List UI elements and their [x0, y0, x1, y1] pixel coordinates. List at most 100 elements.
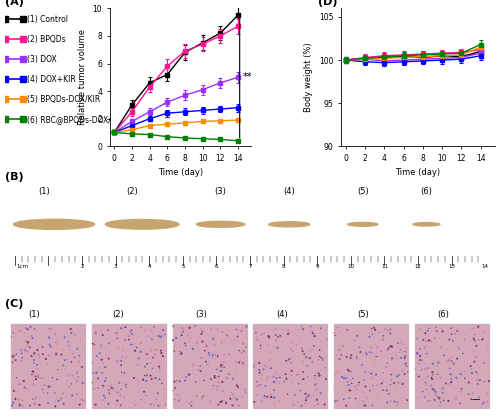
Point [301, 379, 309, 386]
Point [70, 354, 78, 361]
Point [222, 361, 230, 367]
Point [142, 350, 150, 357]
Point [204, 364, 212, 371]
Point [137, 385, 145, 392]
Point [400, 355, 408, 362]
Point [303, 362, 311, 369]
Point [394, 399, 402, 405]
Point [428, 374, 436, 381]
Point [339, 343, 347, 349]
Point [292, 392, 300, 399]
Point [173, 377, 181, 384]
Point [16, 339, 24, 346]
Point [170, 366, 178, 373]
Point [204, 347, 212, 354]
Point [418, 350, 426, 357]
Point [258, 376, 266, 382]
Point [281, 399, 289, 406]
Point [369, 357, 377, 364]
Point [441, 339, 449, 345]
Point [125, 333, 133, 340]
Point [305, 348, 313, 354]
Point [96, 332, 104, 339]
Point [169, 337, 177, 344]
Point [257, 385, 265, 392]
Point [344, 367, 352, 374]
Point [482, 386, 490, 393]
Point [317, 339, 325, 345]
Point [120, 394, 128, 401]
Point [411, 366, 419, 372]
Point [177, 351, 185, 357]
Point [392, 350, 400, 357]
Point [121, 383, 129, 390]
Point [142, 377, 150, 384]
Point [448, 401, 456, 407]
Point [311, 372, 319, 379]
Point [371, 327, 379, 333]
Point [11, 395, 19, 402]
Point [304, 354, 312, 361]
Point [196, 368, 204, 374]
Point [351, 396, 359, 402]
Point [18, 347, 25, 354]
Point [67, 329, 75, 336]
Point [422, 338, 430, 345]
Point [470, 325, 478, 332]
Point [44, 326, 52, 333]
Point [157, 333, 165, 340]
Point [135, 355, 143, 362]
Point [316, 325, 324, 332]
Point [384, 390, 392, 397]
Point [74, 370, 82, 377]
Point [48, 374, 56, 381]
Point [355, 344, 363, 351]
Point [431, 328, 439, 334]
Point [212, 366, 220, 373]
Point [256, 359, 264, 366]
Point [46, 343, 54, 350]
Point [284, 391, 292, 397]
Point [98, 369, 106, 376]
Point [174, 397, 182, 404]
Point [264, 342, 272, 349]
Point [20, 330, 28, 337]
Point [184, 371, 192, 378]
Point [342, 375, 350, 382]
Point [99, 359, 107, 366]
Point [382, 326, 390, 333]
Text: (5): (5) [357, 310, 368, 319]
Point [388, 371, 396, 378]
Point [272, 369, 280, 375]
Point [31, 400, 39, 407]
Ellipse shape [106, 219, 179, 229]
Ellipse shape [413, 223, 440, 226]
Point [184, 332, 192, 339]
Point [228, 402, 236, 409]
Point [9, 353, 17, 360]
Point [28, 368, 36, 374]
Point [379, 337, 387, 344]
Point [176, 365, 184, 372]
Point [470, 335, 478, 342]
Point [44, 400, 52, 407]
Point [384, 329, 392, 335]
Point [169, 387, 177, 394]
Point [434, 394, 442, 400]
Point [46, 341, 54, 348]
Point [89, 369, 97, 376]
Point [74, 373, 82, 380]
Point [38, 386, 46, 393]
Point [204, 362, 212, 368]
Point [68, 372, 76, 379]
Point [75, 358, 83, 365]
Point [10, 329, 18, 336]
Point [178, 331, 186, 338]
Point [333, 397, 341, 404]
Point [30, 360, 38, 367]
Point [416, 357, 424, 363]
Point [176, 378, 184, 384]
Point [233, 396, 241, 403]
Point [241, 387, 249, 393]
Point [483, 344, 491, 350]
